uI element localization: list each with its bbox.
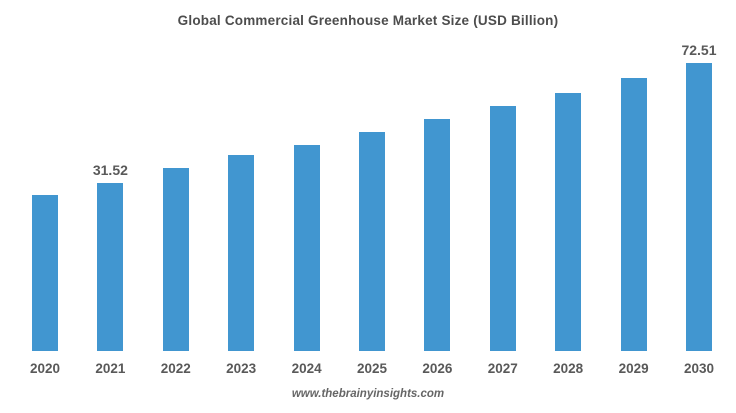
x-tick-2020: 2020 xyxy=(29,361,61,376)
x-tick-2025: 2025 xyxy=(356,361,388,376)
x-tick-2029: 2029 xyxy=(618,361,649,376)
bar-2022 xyxy=(162,168,189,351)
bar-2024 xyxy=(293,145,320,351)
bar-2028 xyxy=(555,93,582,351)
bar-2030 xyxy=(686,63,712,351)
x-tick-2027: 2027 xyxy=(487,361,518,376)
bar-2021 xyxy=(97,183,124,351)
x-tick-2024: 2024 xyxy=(291,361,322,376)
bar-2023 xyxy=(228,155,255,351)
x-tick-2030: 2030 xyxy=(683,361,715,376)
data-label-2030: 72.51 xyxy=(681,42,717,58)
x-tick-2028: 2028 xyxy=(553,361,584,376)
x-tick-2026: 2026 xyxy=(422,361,453,376)
x-tick-2022: 2022 xyxy=(160,361,191,376)
watermark-url: www.thebrainyinsights.com xyxy=(291,388,445,400)
x-tick-2021: 2021 xyxy=(95,361,126,376)
data-label-2021: 31.52 xyxy=(92,162,128,178)
chart-title: Global Commercial Greenhouse Market Size… xyxy=(177,13,559,28)
bar-2025 xyxy=(359,132,385,351)
bar-2026 xyxy=(424,119,451,351)
bar-2029 xyxy=(620,78,647,351)
bar-2020 xyxy=(32,195,58,351)
x-tick-2023: 2023 xyxy=(226,361,257,376)
bar-2027 xyxy=(489,106,516,351)
